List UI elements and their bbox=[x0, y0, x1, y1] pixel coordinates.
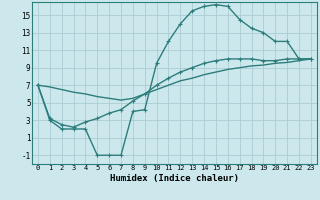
X-axis label: Humidex (Indice chaleur): Humidex (Indice chaleur) bbox=[110, 174, 239, 183]
